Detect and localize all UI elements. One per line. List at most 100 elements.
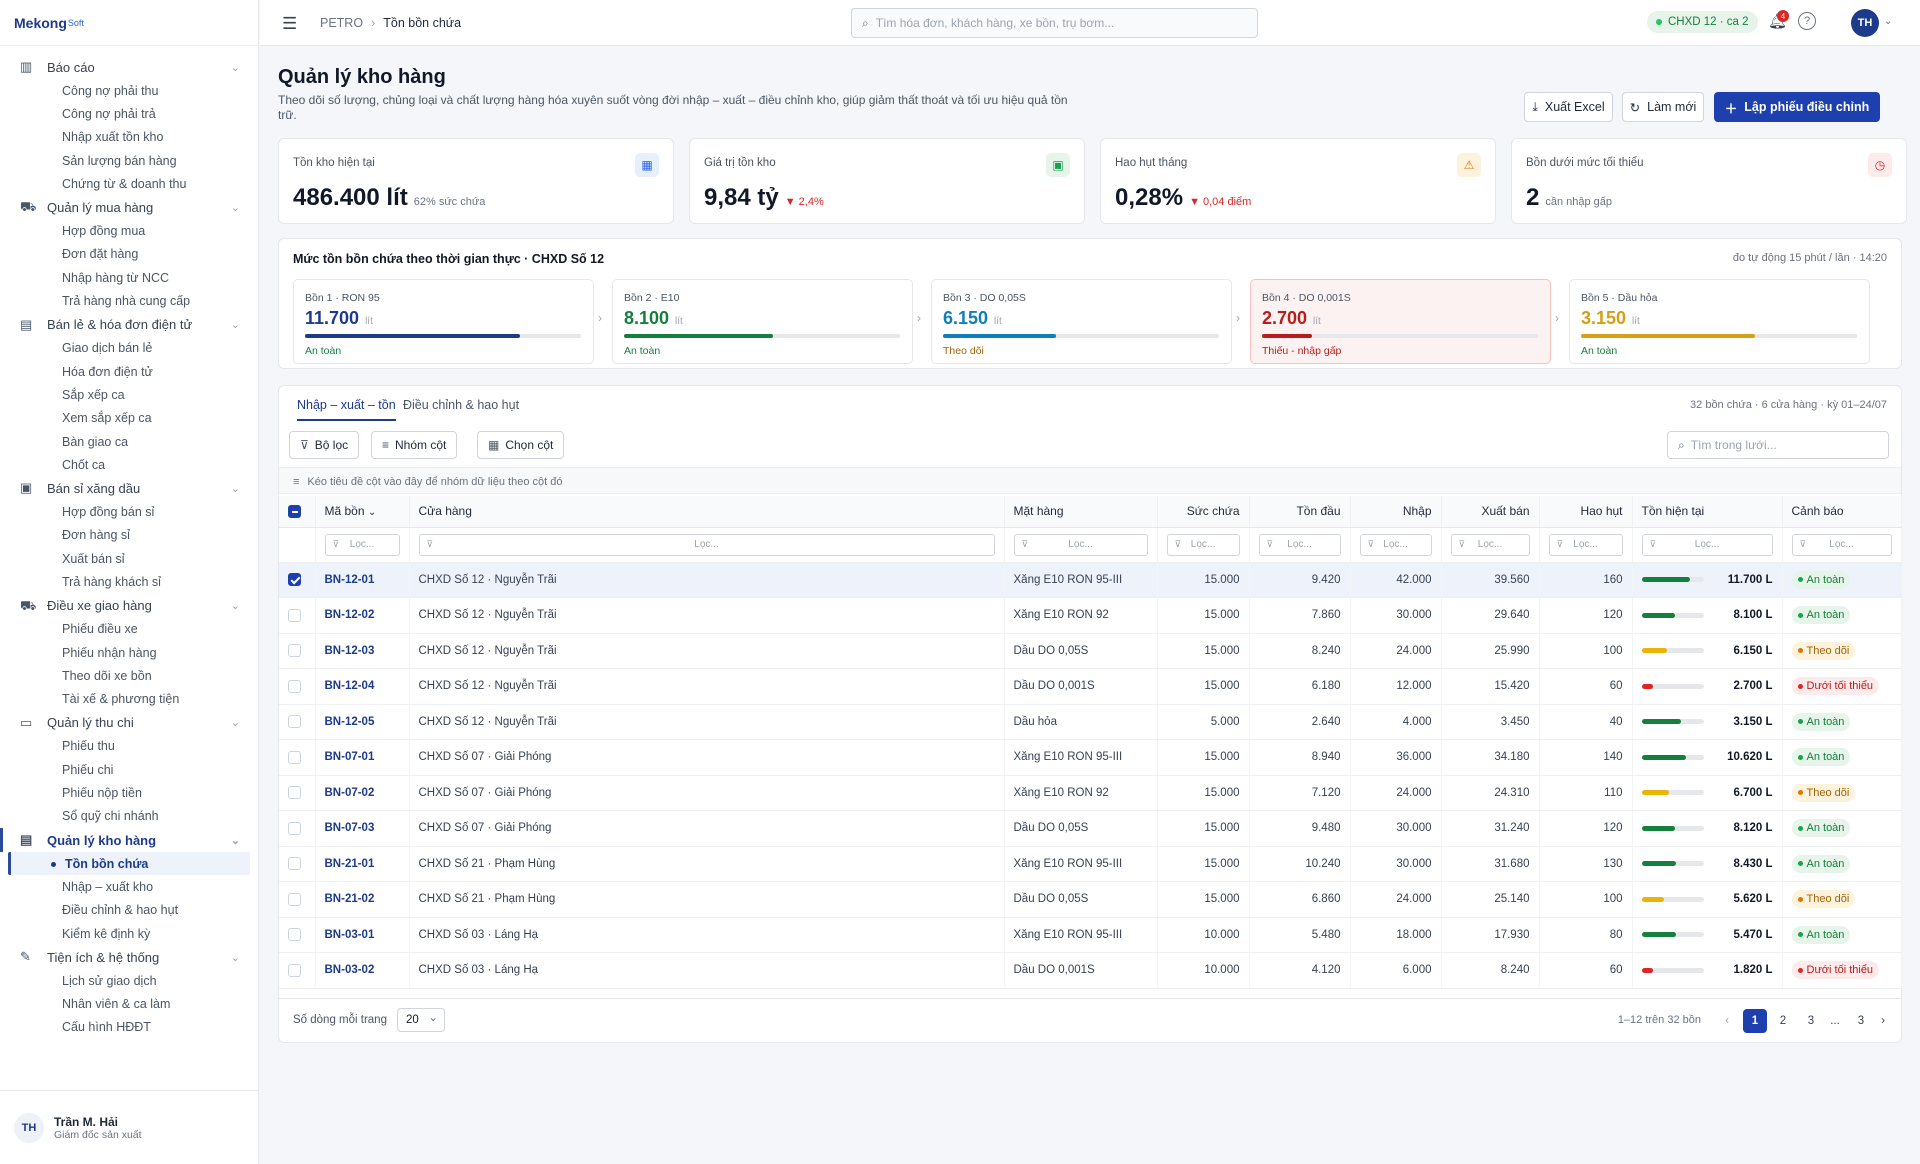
sidebar-item[interactable]: Tài xế & phương tiện	[62, 692, 180, 707]
cell-code[interactable]: BN-12-03	[315, 633, 410, 669]
sidebar-group-2[interactable]: ▤ Bán lẻ & hóa đơn điện tử ⌄	[0, 313, 258, 337]
sidebar-group-7[interactable]: ✎ Tiện ích & hệ thống ⌄	[0, 945, 258, 969]
col-header-capacity[interactable]: Sức chứa	[1157, 496, 1250, 528]
table-row[interactable]: BN-03-01 CHXD Số 03 · Láng Hạ Xăng E10 R…	[279, 917, 1902, 953]
sidebar-item[interactable]: Hóa đơn điện tử	[62, 364, 153, 379]
row-checkbox[interactable]	[288, 821, 301, 835]
create-adjustment-button[interactable]: ＋ Lập phiếu điều chỉnh	[1714, 92, 1880, 122]
chevron-down-icon[interactable]: ⌄	[1884, 16, 1893, 27]
sidebar-item[interactable]: Sắp xếp ca	[62, 387, 125, 402]
row-checkbox[interactable]	[288, 750, 301, 764]
table-row[interactable]: BN-12-01 CHXD Số 12 · Nguyễn Trãi Xăng E…	[279, 562, 1902, 598]
cell-code[interactable]: BN-07-03	[315, 810, 410, 847]
row-checkbox[interactable]	[288, 608, 301, 622]
select-all-checkbox-box[interactable]	[288, 505, 301, 519]
col-header-in[interactable]: Nhập	[1350, 496, 1442, 528]
table-row[interactable]: BN-12-05 CHXD Số 12 · Nguyễn Trãi Dầu hỏ…	[279, 704, 1902, 740]
sidebar-item[interactable]: Phiếu chi	[62, 762, 114, 777]
col-header-code[interactable]: Mã bồn ⌄	[315, 496, 410, 528]
row-checkbox[interactable]	[288, 679, 301, 693]
filter-button[interactable]: ⊽ Bộ lọc	[289, 431, 360, 459]
cell-code[interactable]: BN-12-04	[315, 668, 410, 705]
sidebar-group-0[interactable]: ▥ Báo cáo ⌄	[0, 55, 258, 79]
sidebar-item[interactable]: Chốt ca	[62, 457, 106, 472]
column-filter[interactable]: ⊽ Lọc...	[1441, 527, 1540, 563]
row-checkbox[interactable]	[288, 786, 301, 800]
table-row[interactable]: BN-07-01 CHXD Số 07 · Giải Phóng Xăng E1…	[279, 739, 1902, 776]
sidebar-item[interactable]: Nhập – xuất kho	[62, 879, 154, 894]
col-header-loss[interactable]: Hao hụt	[1539, 496, 1633, 528]
cell-code[interactable]: BN-12-01	[315, 562, 410, 598]
table-row[interactable]: BN-07-03 CHXD Số 07 · Giải Phóng Dầu DO …	[279, 810, 1902, 847]
cell-code[interactable]: BN-12-02	[315, 597, 410, 634]
avatar[interactable]: TH	[1851, 9, 1879, 37]
cell-code[interactable]: BN-07-02	[315, 775, 410, 811]
choose-columns-button[interactable]: ▦ Chọn cột	[477, 431, 565, 459]
help-icon[interactable]: ?	[1798, 12, 1816, 30]
table-row[interactable]: BN-07-02 CHXD Số 07 · Giải Phóng Xăng E1…	[279, 775, 1902, 811]
tank-card[interactable]: Bồn 3 · DO 0,05S 6.150 lít Theo dõi	[931, 279, 1232, 364]
sidebar-item[interactable]: Trả hàng khách sỉ	[62, 574, 161, 589]
col-header-alert[interactable]: Cảnh báo	[1782, 496, 1902, 528]
table-row[interactable]: BN-12-02 CHXD Số 12 · Nguyễn Trãi Xăng E…	[279, 597, 1902, 634]
sidebar-group-3[interactable]: ▣ Bán sỉ xăng dầu ⌄	[0, 476, 258, 500]
column-filter[interactable]: ⊽ Lọc...	[1539, 527, 1633, 563]
sidebar-item[interactable]: Phiếu nộp tiền	[62, 786, 142, 801]
sidebar-item[interactable]: Theo dõi xe bồn	[62, 668, 152, 683]
sidebar-item[interactable]: Phiếu thu	[62, 739, 115, 754]
cell-code[interactable]: BN-03-02	[315, 952, 410, 989]
row-checkbox[interactable]	[288, 892, 301, 906]
tab-inventory[interactable]: Nhập – xuất – tồn	[297, 398, 396, 421]
col-header-out[interactable]: Xuất bán	[1441, 496, 1540, 528]
col-header-store[interactable]: Cửa hàng	[409, 496, 1005, 528]
sidebar-item[interactable]: Hợp đồng mua	[62, 224, 146, 239]
global-search-input[interactable]: ⌕ Tìm hóa đơn, khách hàng, xe bồn, trụ bơ…	[851, 8, 1258, 38]
next-page-icon[interactable]: ›	[1881, 1015, 1885, 1027]
tab-adjustment[interactable]: Điều chỉnh & hao hụt	[403, 398, 520, 412]
table-row[interactable]: BN-21-02 CHXD Số 21 · Phạm Hùng Dầu DO 0…	[279, 881, 1902, 918]
table-row[interactable]: BN-12-04 CHXD Số 12 · Nguyễn Trãi Dầu DO…	[279, 668, 1902, 705]
sidebar-group-5[interactable]: ▭ Quản lý thu chi ⌄	[0, 711, 258, 735]
sidebar-item[interactable]: Giao dịch bán lẻ	[62, 341, 153, 356]
page-button[interactable]: 3	[1857, 1015, 1865, 1027]
column-filter[interactable]: ⊽ Lọc...	[1782, 527, 1902, 563]
sidebar-group-1[interactable]: ⛟ Quản lý mua hàng ⌄	[0, 195, 258, 219]
table-row[interactable]: BN-21-01 CHXD Số 21 · Phạm Hùng Xăng E10…	[279, 846, 1902, 882]
sidebar-item[interactable]: Cấu hình HĐĐT	[62, 1020, 151, 1035]
tank-card[interactable]: Bồn 2 · E10 8.100 lít An toàn	[612, 279, 913, 364]
cell-code[interactable]: BN-12-05	[315, 704, 410, 740]
brand-logo[interactable]: Mekong Soft	[0, 0, 258, 46]
column-filter[interactable]: ⊽ Lọc...	[315, 527, 410, 563]
cell-code[interactable]: BN-03-01	[315, 917, 410, 953]
sidebar-item[interactable]: Công nợ phải trả	[62, 106, 156, 121]
sidebar-item[interactable]: Hợp đồng bán sỉ	[62, 505, 155, 520]
menu-icon[interactable]: ☰	[282, 14, 298, 33]
sidebar-item[interactable]: Đơn đặt hàng	[62, 247, 139, 262]
row-checkbox[interactable]	[288, 928, 301, 942]
row-checkbox[interactable]	[288, 715, 301, 729]
cell-code[interactable]: BN-21-01	[315, 846, 410, 882]
sidebar-item[interactable]: Sổ quỹ chi nhánh	[62, 809, 159, 824]
row-checkbox[interactable]	[288, 857, 301, 871]
tank-card[interactable]: Bồn 4 · DO 0,001S 2.700 lít Thiếu - nhập …	[1250, 279, 1551, 364]
page-button[interactable]: 2	[1779, 1015, 1787, 1027]
user-profile[interactable]: TH Trần M. Hải Giám đốc sản xuất	[0, 1090, 259, 1164]
column-filter[interactable]: ⊽ Lọc...	[1249, 527, 1351, 563]
sidebar-item[interactable]: Trả hàng nhà cung cấp	[62, 294, 191, 309]
column-filter[interactable]: ⊽ Lọc...	[1632, 527, 1783, 563]
sidebar-item[interactable]: Sản lượng bán hàng	[62, 153, 177, 168]
sidebar-item[interactable]: Công nợ phải thu	[62, 83, 159, 98]
column-filter[interactable]: ⊽ Lọc...	[409, 527, 1005, 563]
sidebar-item[interactable]: Chứng từ & doanh thu	[62, 176, 187, 191]
column-filter[interactable]: ⊽ Lọc...	[1350, 527, 1442, 563]
page-button[interactable]: 3	[1807, 1015, 1815, 1027]
sidebar-item[interactable]: Nhập hàng từ NCC	[62, 270, 170, 285]
column-filter[interactable]: ⊽ Lọc...	[1004, 527, 1158, 563]
row-checkbox[interactable]	[288, 644, 301, 658]
sidebar-item[interactable]: Xuất bán sỉ	[62, 551, 125, 566]
cell-code[interactable]: BN-07-01	[315, 739, 410, 776]
group-drop-zone[interactable]: ≡ Kéo tiêu đề cột vào đây để nhóm dữ liệu…	[279, 467, 1901, 494]
page-button[interactable]: 1	[1743, 1009, 1767, 1033]
row-checkbox[interactable]	[288, 963, 301, 977]
sidebar-group-4[interactable]: ⛟ Điều xe giao hàng ⌄	[0, 594, 258, 618]
